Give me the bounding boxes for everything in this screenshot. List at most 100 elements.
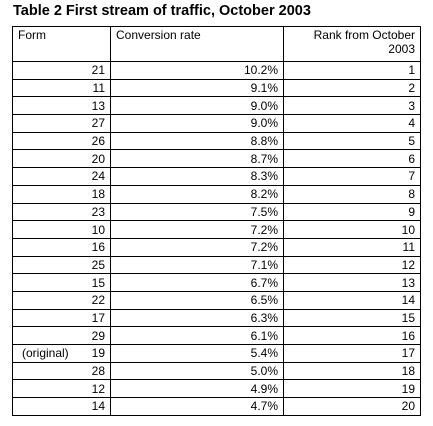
header-cell: Rank from October 2003 xyxy=(283,26,421,62)
rate-cell: 4.9% xyxy=(110,379,284,399)
form-cell: 22 xyxy=(12,290,111,310)
table-row: 28 5.0% 18 xyxy=(12,361,421,381)
rate-cell: 4.7% xyxy=(110,397,284,416)
table-row: 21 10.2% 1 xyxy=(12,61,421,80)
form-value: 13 xyxy=(91,98,105,113)
rate-cell: 9.1% xyxy=(110,78,284,98)
rank-cell: 14 xyxy=(283,290,421,310)
table-row: 18 8.2% 8 xyxy=(12,184,421,204)
header-cell: Conversion rate xyxy=(110,26,284,62)
table-row: 27 9.0% 4 xyxy=(12,114,421,133)
form-cell: 15 xyxy=(12,273,111,292)
table-row: 22 6.5% 14 xyxy=(12,290,421,310)
table-row: 17 6.3% 15 xyxy=(12,308,421,328)
table-row: 29 6.1% 16 xyxy=(12,326,421,345)
form-value: 12 xyxy=(91,381,105,396)
rate-cell: 6.1% xyxy=(110,326,284,345)
table-row: 16 7.2% 11 xyxy=(12,237,421,257)
table-row: 26 8.8% 5 xyxy=(12,131,421,151)
form-value: 22 xyxy=(91,293,105,308)
rank-cell: 2 xyxy=(283,78,421,98)
rate-cell: 7.2% xyxy=(110,220,284,239)
form-cell: 12 xyxy=(12,379,111,399)
rank-cell: 15 xyxy=(283,308,421,328)
rank-cell: 6 xyxy=(283,149,421,169)
rate-cell: 7.2% xyxy=(110,237,284,257)
table-body: 21 10.2% 1 11 9.1% 2 13 9.0% 3 27 9.0% 4 26 8.8% 5 20 8.… xyxy=(12,61,421,416)
rate-cell: 7.5% xyxy=(110,202,284,222)
table-row: 11 9.1% 2 xyxy=(12,78,421,98)
rank-cell: 17 xyxy=(283,344,421,363)
form-value: 27 xyxy=(91,116,105,131)
form-value: 17 xyxy=(91,310,105,325)
form-value: 19 xyxy=(91,346,105,361)
header-row: Form Conversion rate Rank from October 2… xyxy=(12,26,421,62)
rank-cell: 10 xyxy=(283,220,421,239)
table-row: 10 7.2% 10 xyxy=(12,220,421,239)
form-value: 28 xyxy=(91,364,105,379)
rate-cell: 8.3% xyxy=(110,167,284,186)
table: Form Conversion rate Rank from October 2… xyxy=(12,26,421,416)
rate-cell: 8.7% xyxy=(110,149,284,169)
rank-cell: 12 xyxy=(283,255,421,275)
rate-cell: 6.3% xyxy=(110,308,284,328)
table-row: 23 7.5% 9 xyxy=(12,202,421,222)
rate-cell: 6.5% xyxy=(110,290,284,310)
form-cell: 21 xyxy=(12,61,111,80)
rank-cell: 13 xyxy=(283,273,421,292)
rate-cell: 6.7% xyxy=(110,273,284,292)
table-header: Form Conversion rate Rank from October 2… xyxy=(12,26,421,62)
form-value: 10 xyxy=(91,222,105,237)
rate-cell: 5.4% xyxy=(110,344,284,363)
form-cell: 28 xyxy=(12,361,111,381)
form-value: 29 xyxy=(91,328,105,343)
rank-cell: 4 xyxy=(283,114,421,133)
table-row: 12 4.9% 19 xyxy=(12,379,421,399)
form-value: 16 xyxy=(91,240,105,255)
form-cell: 16 xyxy=(12,237,111,257)
rank-cell: 1 xyxy=(283,61,421,80)
table-row: 25 7.1% 12 xyxy=(12,255,421,275)
rank-cell: 3 xyxy=(283,96,421,116)
rank-cell: 20 xyxy=(283,397,421,416)
rate-cell: 9.0% xyxy=(110,114,284,133)
rank-cell: 16 xyxy=(283,326,421,345)
form-cell: 14 xyxy=(12,397,111,416)
form-cell: 18 xyxy=(12,184,111,204)
form-cell: 13 xyxy=(12,96,111,116)
form-value: 21 xyxy=(91,63,105,78)
form-value: 23 xyxy=(91,204,105,219)
form-value: 24 xyxy=(91,169,105,184)
form-value: 25 xyxy=(91,257,105,272)
form-cell: 23 xyxy=(12,202,111,222)
rank-cell: 18 xyxy=(283,361,421,381)
form-value: 20 xyxy=(91,151,105,166)
form-cell: 29 xyxy=(12,326,111,345)
table-row: 24 8.3% 7 xyxy=(12,167,421,186)
table-row: (original) 19 5.4% 17 xyxy=(12,344,421,363)
rate-cell: 5.0% xyxy=(110,361,284,381)
form-value: 11 xyxy=(92,81,105,96)
form-cell: 26 xyxy=(12,131,111,151)
rank-cell: 8 xyxy=(283,184,421,204)
form-cell: 20 xyxy=(12,149,111,169)
form-cell: 25 xyxy=(12,255,111,275)
header-cell: Form xyxy=(12,26,111,62)
form-value: 15 xyxy=(91,275,105,290)
rank-cell: 7 xyxy=(283,167,421,186)
rate-cell: 8.2% xyxy=(110,184,284,204)
rate-cell: 9.0% xyxy=(110,96,284,116)
form-cell: 24 xyxy=(12,167,111,186)
form-cell: 10 xyxy=(12,220,111,239)
table-row: 15 6.7% 13 xyxy=(12,273,421,292)
rank-cell: 5 xyxy=(283,131,421,151)
form-cell: (original) 19 xyxy=(12,344,111,363)
form-cell: 17 xyxy=(12,308,111,328)
form-cell: 27 xyxy=(12,114,111,133)
table-title: Table 2 First stream of traffic, October… xyxy=(13,3,311,19)
rate-cell: 10.2% xyxy=(110,61,284,80)
form-value: 14 xyxy=(91,399,105,414)
table-row: 14 4.7% 20 xyxy=(12,397,421,416)
table-row: 20 8.7% 6 xyxy=(12,149,421,169)
